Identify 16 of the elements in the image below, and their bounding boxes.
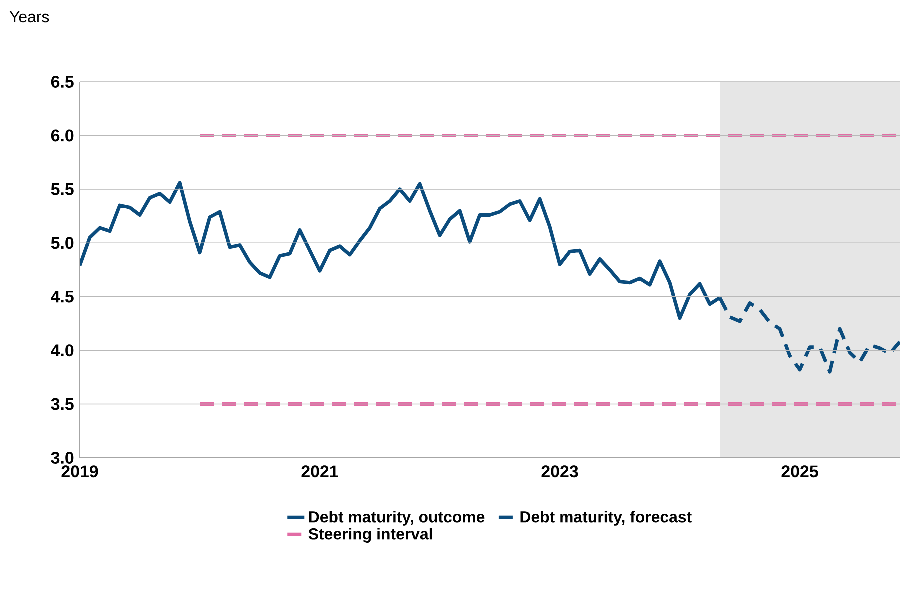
y-tick-label: 3.0	[51, 452, 74, 464]
legend-label: Debt maturity, outcome	[309, 511, 485, 526]
x-tick-label: 2023	[542, 466, 578, 478]
y-tick-label: 3.5	[51, 398, 74, 410]
y-tick-label: 5.0	[51, 237, 74, 250]
x-tick-label: 2025	[782, 466, 818, 478]
legend-label: Debt maturity, forecast	[520, 511, 692, 526]
legend-label: Steering interval	[308, 528, 432, 544]
y-axis-title: Years	[10, 12, 50, 23]
x-tick-label: 2021	[302, 466, 338, 478]
y-tick-label: 4.5	[51, 290, 74, 303]
y-tick-label: 4.0	[51, 344, 74, 357]
y-tick-label: 6.5	[51, 76, 74, 88]
y-tick-label: 5.5	[51, 184, 74, 196]
x-tick-label: 2019	[62, 466, 98, 478]
y-tick-label: 6.0	[51, 130, 74, 142]
